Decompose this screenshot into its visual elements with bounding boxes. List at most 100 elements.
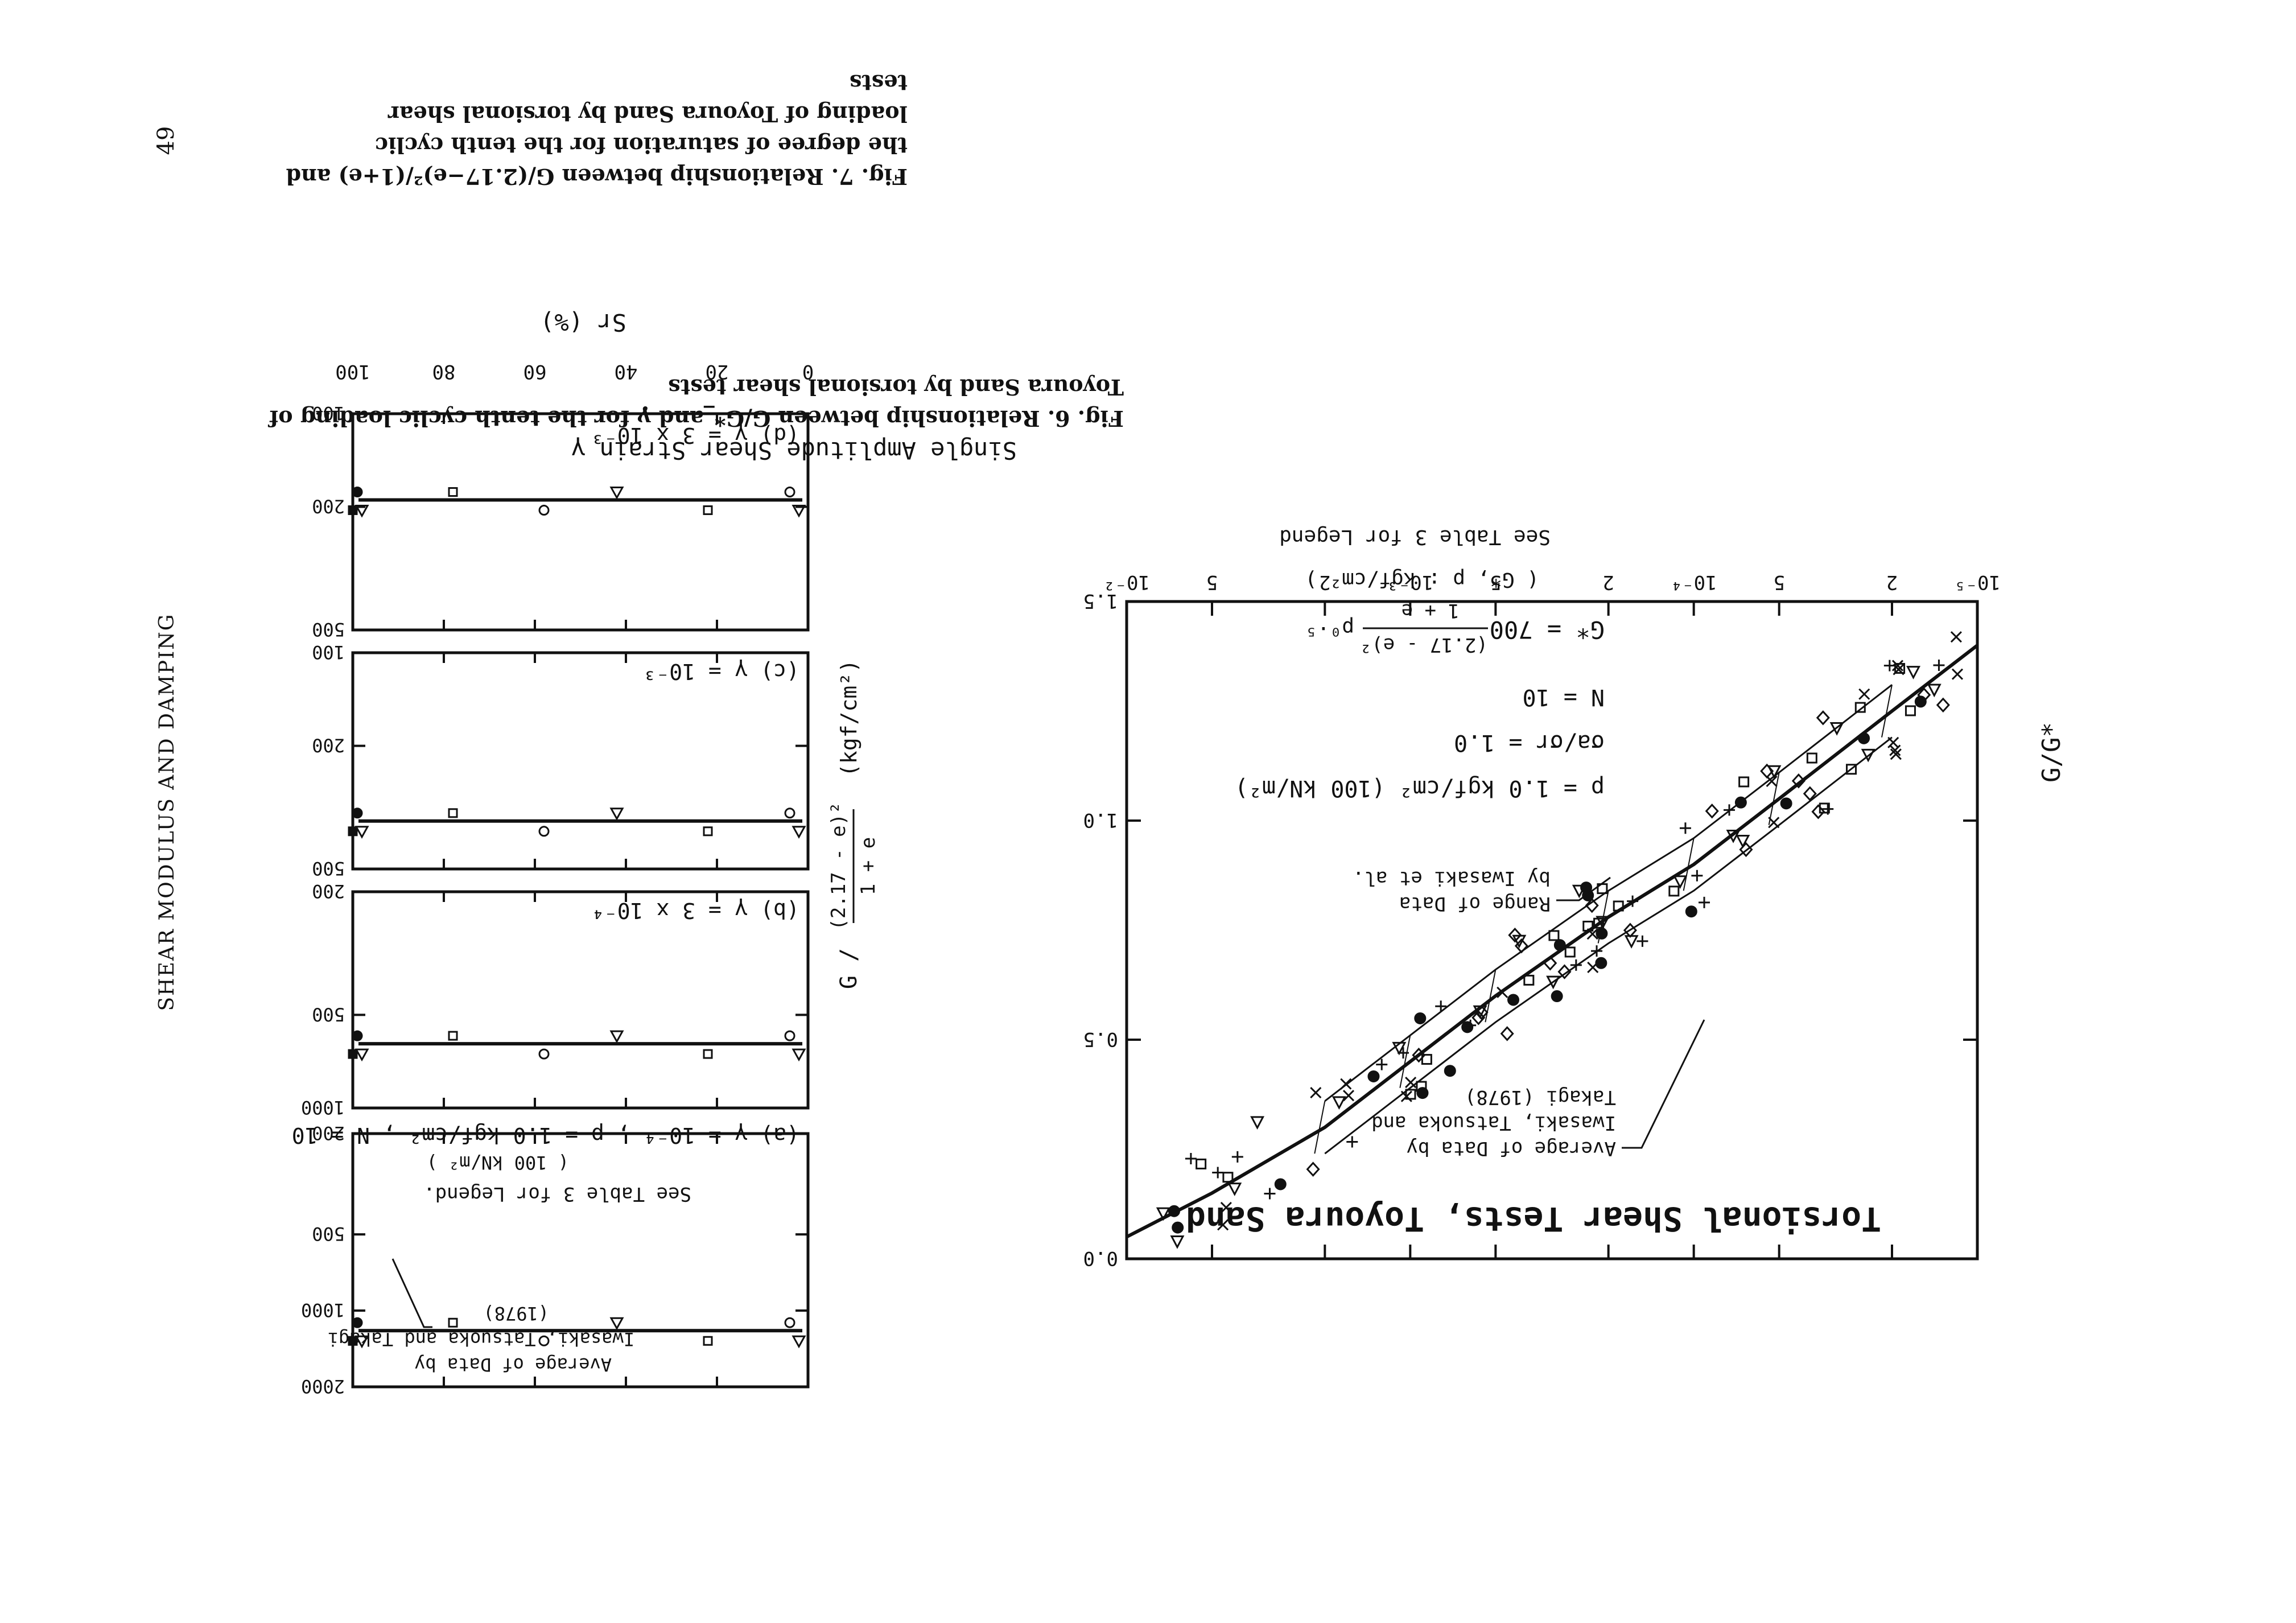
fig6-point-diamond: [1803, 786, 1817, 801]
fig7-panel-b-y-tick-label: 200: [312, 880, 345, 902]
fig6-point-x: [1497, 986, 1508, 998]
fig7-y-label-g: G /: [836, 948, 862, 989]
fig7-panel-a-point: [348, 1336, 358, 1346]
fig6-point-square: [1806, 752, 1817, 764]
fig7-panel-b-point: [792, 1048, 806, 1062]
fig7-panel-b-point: [609, 1030, 624, 1044]
fig6-hatch-line: [1314, 1101, 1326, 1154]
fig6-point-x: [1405, 1076, 1417, 1089]
fig6-point-square: [1222, 1172, 1234, 1183]
running-header: SHEAR MODULUS AND DAMPING: [155, 613, 179, 1011]
fig6-legend-note: See Table 3 for Legend: [1279, 525, 1551, 549]
fig6-point-square: [1738, 776, 1750, 788]
fig6-point-square: [1405, 1089, 1416, 1100]
fig7-panel-c-point: [448, 808, 458, 818]
fig7-panel-a-frame: [351, 1132, 810, 1389]
fig7-panel-a-y-tick-label: 2000: [301, 1375, 345, 1397]
fig7-panel-a-avg-3: (1978): [483, 1303, 549, 1324]
fig6-point-plus: [1231, 1151, 1243, 1163]
fig6-point-plus: [1465, 1019, 1477, 1031]
fig6-y-tick-label: 0.5: [1083, 1028, 1118, 1051]
fig6-point-circle: [1414, 1012, 1427, 1024]
fig6-formula-lhs: G* = 700: [1490, 616, 1605, 644]
fig7-caption-line3: loading of Toyoura Sand by torsional she…: [388, 101, 908, 127]
fig6-hatch-line: [1768, 772, 1780, 825]
fig6-point-circle: [1734, 796, 1747, 809]
fig6-point-x: [1342, 1090, 1355, 1102]
fig6-cond-n: N = 10: [1523, 684, 1605, 710]
fig6-point-square: [1846, 764, 1857, 775]
fig6-point-circle: [1685, 905, 1697, 918]
fig6-point-diamond: [1623, 922, 1637, 938]
fig7-panel-c-point: [348, 826, 358, 837]
fig7-x-tick-label: 60: [523, 360, 547, 383]
fig7-panel-c-point: [355, 826, 369, 839]
fig6-x-tick-label: 10⁻³: [1387, 571, 1433, 594]
fig7-panel-d-point: [538, 505, 550, 516]
fig7-x-tick-labels: 0 20 40 60 80 100: [335, 360, 814, 383]
fig6-annot-average-3: Takagi (1978): [1465, 1086, 1616, 1109]
fig6-y-tick-label: 1.5: [1083, 590, 1118, 612]
fig6-annot-average-1: Average of Data by: [1407, 1137, 1616, 1160]
fig6-point-plus: [1264, 1188, 1276, 1200]
fig7-panel-c-point: [784, 808, 795, 819]
fig7-panel-a-point: [784, 1317, 795, 1328]
fig6-point-square: [1548, 930, 1560, 941]
fig7-panel-a-y-tick-label: 200: [312, 1122, 345, 1144]
fig6-y-ticks: 0.0 0.5 1.0 1.5: [1083, 590, 1977, 1270]
fig7-panel-d-point: [609, 487, 624, 500]
fig7-panel-a-avg-leader: [391, 1258, 432, 1328]
fig7-panel-a-point: [703, 1336, 713, 1346]
fig6-point-x: [1217, 1219, 1229, 1231]
fig6-point-plus: [1822, 803, 1834, 815]
fig6-annot-range-2: by Iwasaki et al.: [1353, 867, 1551, 889]
fig6-point-plus: [1591, 945, 1603, 957]
fig7-panel-b-point: [538, 1048, 550, 1060]
fig6-point-diamond: [1936, 697, 1950, 713]
fig6-point-square: [1905, 705, 1916, 716]
fig6-data-points: [1156, 631, 1964, 1249]
fig7-x-tick-label: 100: [335, 360, 370, 383]
fig6-x-tick-label: 5: [1206, 571, 1218, 594]
fig7-panel-a-y-tick-label: 500: [312, 1223, 345, 1245]
fig6-point-x: [1891, 660, 1904, 672]
fig6-x-tick-label: 2: [1319, 571, 1330, 594]
fig6-point-triangle: [1546, 975, 1561, 990]
fig6-point-x: [1310, 1087, 1322, 1099]
fig6-caption-line1: Fig. 6. Relationship between G/G*_and γ …: [267, 406, 1124, 431]
fig6-point-circle: [1172, 1221, 1184, 1234]
fig6-point-triangle: [1572, 884, 1586, 899]
fig6-formula-units: ( G*, p : kgf/cm² ): [1305, 568, 1539, 591]
fig7-x-tick-label: 0: [802, 360, 814, 383]
fig6-point-x: [1400, 1090, 1412, 1102]
fig6-point-circle: [1274, 1178, 1287, 1191]
fig6-point-x: [1951, 668, 1964, 680]
fig6-point-square: [1196, 1158, 1207, 1169]
fig6-point-plus: [1933, 660, 1945, 671]
fig6-point-square: [1564, 946, 1576, 958]
fig7-panel-c-label: (c) γ = 10⁻³: [643, 659, 799, 684]
fig7-panel-a-point: [448, 1317, 458, 1328]
fig6-point-plus: [1679, 822, 1691, 834]
fig6-point-x: [1340, 1078, 1352, 1090]
fig6-x-tick-label: 5: [1490, 571, 1501, 594]
fig6-point-plus: [1883, 660, 1895, 672]
fig6-point-square: [1819, 802, 1830, 814]
fig7-panel-c-y-tick-label: 100: [312, 641, 345, 663]
fig6-x-tick-label: 2: [1886, 571, 1898, 594]
fig6-x-tick-label: 10⁻⁵: [1954, 571, 2001, 594]
fig6-point-triangle: [1392, 1041, 1407, 1056]
fig7-panel-d-frame: [351, 412, 810, 632]
fig6-point-triangle: [1332, 1096, 1346, 1110]
fig6-point-circle: [1596, 927, 1608, 940]
fig6-point-diamond: [1471, 1010, 1486, 1025]
fig6-point-plus: [1376, 1058, 1388, 1070]
fig6-point-diamond: [1705, 804, 1719, 819]
page-number: 49: [153, 126, 179, 155]
fig7-panel-a-point: [609, 1317, 624, 1330]
fig6-hatch-line: [1683, 838, 1695, 891]
fig6-point-triangle: [1736, 834, 1750, 848]
